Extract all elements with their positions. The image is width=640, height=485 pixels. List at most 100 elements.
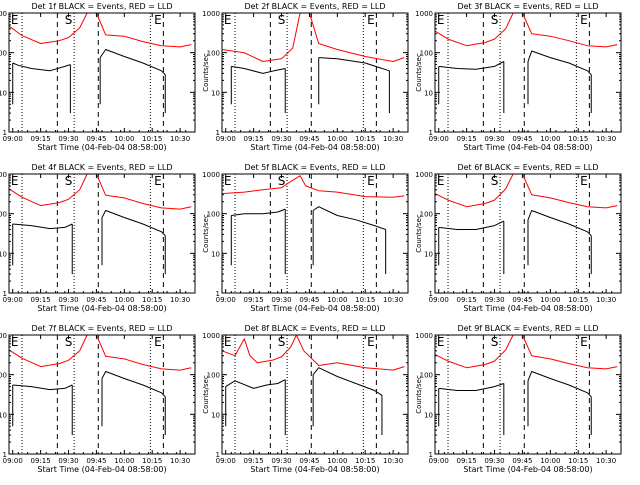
x-tick-label: 10:15: [568, 457, 588, 465]
segment-marker-label: S: [278, 13, 286, 27]
x-tick-label: 09:00: [429, 457, 449, 465]
y-tick-label: 1: [3, 290, 7, 298]
x-tick-label: 10:00: [114, 135, 134, 143]
event-rate-line: [438, 220, 505, 230]
x-tick-label: 09:00: [216, 135, 236, 143]
y-axis-label: Counts/sec: [415, 214, 423, 253]
event-rate-line: [527, 50, 592, 75]
y-tick-label: 100: [420, 372, 433, 380]
y-axis-label: Counts/sec: [415, 375, 423, 414]
y-tick-label: 1: [429, 451, 433, 459]
lld-rate-line: [221, 12, 405, 62]
x-tick-label: 10:00: [327, 135, 347, 143]
x-axis-label: Start Time (04-Feb-04 08:58:00): [250, 304, 379, 313]
event-rate-line: [12, 384, 73, 391]
lld-rate-line: [221, 175, 405, 198]
x-tick-label: 09:15: [244, 457, 264, 465]
event-rate-line: [312, 206, 386, 230]
x-tick-label: 10:30: [383, 135, 403, 143]
x-tick-label: 09:45: [512, 457, 532, 465]
y-tick-label: 100: [207, 50, 220, 58]
detector-panel: Det 1f BLACK = Events, RED = LLD E S E 1 10 10…: [0, 2, 196, 152]
y-tick-label: 10: [211, 411, 220, 419]
event-rate-line: [438, 383, 504, 391]
x-tick-label: 09:00: [216, 457, 236, 465]
panel-title: Det 3f BLACK = Events, RED = LLD: [457, 2, 598, 11]
event-rate-line: [231, 208, 286, 216]
x-tick-label: 10:00: [114, 296, 134, 304]
y-tick-label: 100: [0, 372, 7, 380]
segment-marker-label: E: [154, 13, 162, 27]
x-tick-label: 09:45: [512, 135, 532, 143]
plot-frame: [8, 12, 196, 133]
x-tick-label: 09:30: [271, 457, 291, 465]
x-tick-label: 10:00: [540, 296, 560, 304]
x-axis-label: Start Time (04-Feb-04 08:58:00): [250, 465, 379, 474]
y-tick-label: 10: [0, 250, 7, 258]
y-tick-label: 10: [424, 89, 433, 97]
segment-marker-label: E: [224, 13, 232, 27]
x-tick-label: 10:00: [327, 296, 347, 304]
detector-panel: Det 6f BLACK = Events, RED = LLD E S E 1 10 10…: [415, 163, 622, 313]
segment-marker-label: E: [224, 335, 232, 349]
y-tick-label: 100: [420, 50, 433, 58]
y-tick-label: 100: [0, 50, 7, 58]
x-tick-label: 10:30: [596, 296, 616, 304]
x-tick-label: 09:45: [512, 296, 532, 304]
y-tick-label: 1000: [0, 332, 7, 340]
event-rate-line: [12, 62, 71, 72]
x-tick-label: 09:15: [457, 296, 477, 304]
segment-marker-label: E: [154, 335, 162, 349]
segment-marker-label: E: [437, 174, 445, 188]
x-axis-label: Start Time (04-Feb-04 08:58:00): [463, 465, 592, 474]
panel-title: Det 1f BLACK = Events, RED = LLD: [31, 2, 172, 11]
segment-marker-label: E: [367, 335, 375, 349]
segment-marker-label: S: [65, 174, 73, 188]
lld-rate-line: [8, 173, 192, 210]
event-rate-line: [527, 210, 592, 236]
x-tick-label: 09:30: [271, 135, 291, 143]
event-rate-line: [225, 379, 286, 389]
x-tick-label: 09:45: [86, 457, 106, 465]
panel-title: Det 5f BLACK = Events, RED = LLD: [244, 163, 385, 172]
x-tick-label: 09:00: [429, 135, 449, 143]
detector-panel: Det 9f BLACK = Events, RED = LLD E S E 1 10 10…: [415, 324, 622, 474]
x-tick-label: 10:30: [170, 135, 190, 143]
x-axis-label: Start Time (04-Feb-04 08:58:00): [463, 143, 592, 152]
lld-rate-line: [434, 334, 618, 370]
segment-marker-label: E: [367, 174, 375, 188]
segment-marker-label: S: [65, 13, 73, 27]
y-tick-label: 1000: [415, 10, 433, 18]
y-tick-label: 100: [207, 211, 220, 219]
x-tick-label: 09:45: [299, 135, 319, 143]
segment-marker-label: E: [11, 174, 19, 188]
y-tick-label: 10: [424, 411, 433, 419]
x-tick-label: 09:30: [484, 457, 504, 465]
detector-panel: Det 8f BLACK = Events, RED = LLD E S E 1 10 10…: [202, 324, 409, 474]
event-rate-line: [312, 367, 383, 396]
x-tick-label: 10:00: [114, 457, 134, 465]
y-tick-label: 1000: [202, 10, 220, 18]
x-tick-label: 10:00: [327, 457, 347, 465]
x-tick-label: 09:30: [271, 296, 291, 304]
y-tick-label: 1: [429, 290, 433, 298]
x-tick-label: 10:30: [596, 135, 616, 143]
panel-title: Det 6f BLACK = Events, RED = LLD: [457, 163, 598, 172]
x-tick-label: 09:30: [484, 296, 504, 304]
event-rate-line: [527, 371, 592, 397]
y-tick-label: 10: [211, 250, 220, 258]
x-tick-label: 10:15: [142, 296, 162, 304]
event-rate-line: [101, 371, 166, 397]
segment-marker-label: E: [367, 13, 375, 27]
segment-marker-label: E: [580, 174, 588, 188]
x-tick-label: 09:00: [3, 457, 23, 465]
x-tick-label: 09:00: [3, 135, 23, 143]
segment-marker-label: E: [580, 13, 588, 27]
x-tick-label: 10:15: [355, 296, 375, 304]
y-tick-label: 1: [429, 129, 433, 137]
y-tick-label: 1: [3, 451, 7, 459]
x-tick-label: 09:45: [86, 135, 106, 143]
x-tick-label: 10:30: [383, 296, 403, 304]
